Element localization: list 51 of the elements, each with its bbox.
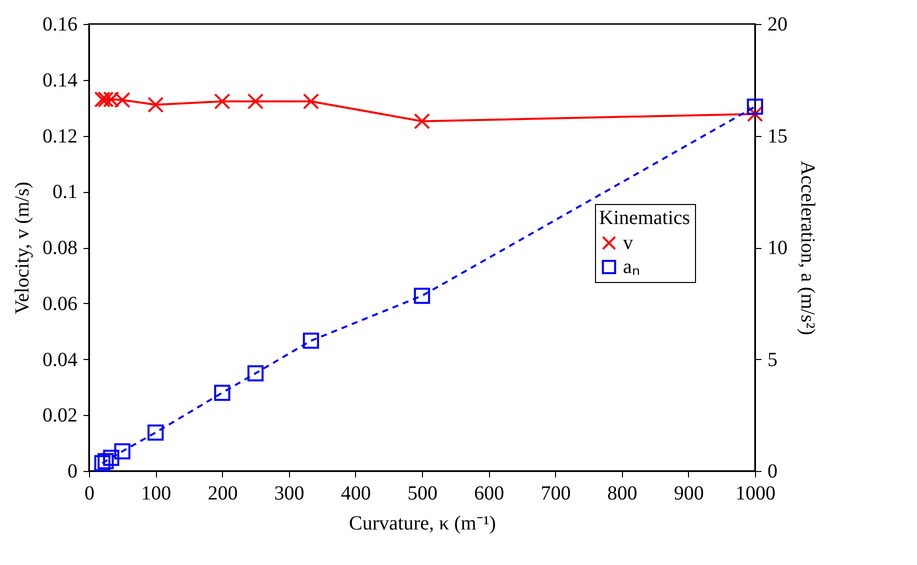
- y-tick-label: 0.04: [42, 348, 78, 371]
- y-tick-label: 0.16: [42, 14, 78, 36]
- point: [98, 91, 114, 108]
- x-tick-label: 1000: [736, 482, 776, 504]
- y2-axis-title: Acceleration, a (m/s²): [796, 160, 818, 336]
- point: [148, 96, 164, 113]
- legend-label: aₙ: [623, 256, 640, 278]
- point: [103, 91, 120, 108]
- x-tick-label: 700: [540, 482, 571, 504]
- y2-tick-label: 20: [768, 14, 788, 36]
- point: [746, 98, 764, 115]
- y-axis-title: Velocity, v (m/s): [12, 182, 34, 314]
- point: [302, 93, 320, 110]
- legend-title: Kinematics: [599, 207, 690, 229]
- x-tick-label: 100: [141, 482, 172, 504]
- point: [114, 443, 130, 460]
- x-tick-label: 300: [274, 482, 304, 504]
- y-tick-label: 0.14: [42, 69, 78, 92]
- x-axis-title: Curvature, κ (m⁻¹): [349, 512, 496, 534]
- point: [114, 92, 130, 108]
- point: [98, 453, 114, 470]
- y2-tick-label: 10: [768, 237, 788, 259]
- point: [746, 106, 764, 122]
- y-tick-label: 0.12: [42, 125, 78, 148]
- point: [94, 455, 110, 472]
- point: [214, 384, 230, 401]
- point: [247, 365, 264, 382]
- y2-tick-label: 0: [768, 460, 778, 482]
- y-tick-label: 0.08: [42, 237, 78, 259]
- y-tick-label: 0.02: [42, 404, 78, 427]
- legend-label: v: [623, 232, 633, 254]
- y2-tick-label: 15: [768, 125, 788, 148]
- y-tick-label: 0.06: [42, 292, 78, 315]
- point: [103, 450, 120, 466]
- point: [302, 332, 320, 349]
- point: [414, 113, 430, 130]
- point: [214, 93, 230, 110]
- x-tick-label: 900: [674, 482, 704, 504]
- x-tick-label: 600: [474, 482, 504, 504]
- point: [414, 288, 430, 304]
- x-tick-label: 400: [340, 482, 371, 504]
- point: [247, 93, 264, 110]
- y-tick-label: 0.1: [52, 181, 78, 204]
- point: [148, 424, 164, 441]
- point: [94, 91, 110, 108]
- x-tick-label: 800: [607, 482, 638, 504]
- x-tick-label: 500: [408, 482, 438, 504]
- x-tick-label: 0: [84, 482, 94, 504]
- x-tick-label: 200: [208, 482, 238, 504]
- y-tick-label: 0: [68, 460, 78, 482]
- y2-tick-label: 5: [768, 348, 778, 371]
